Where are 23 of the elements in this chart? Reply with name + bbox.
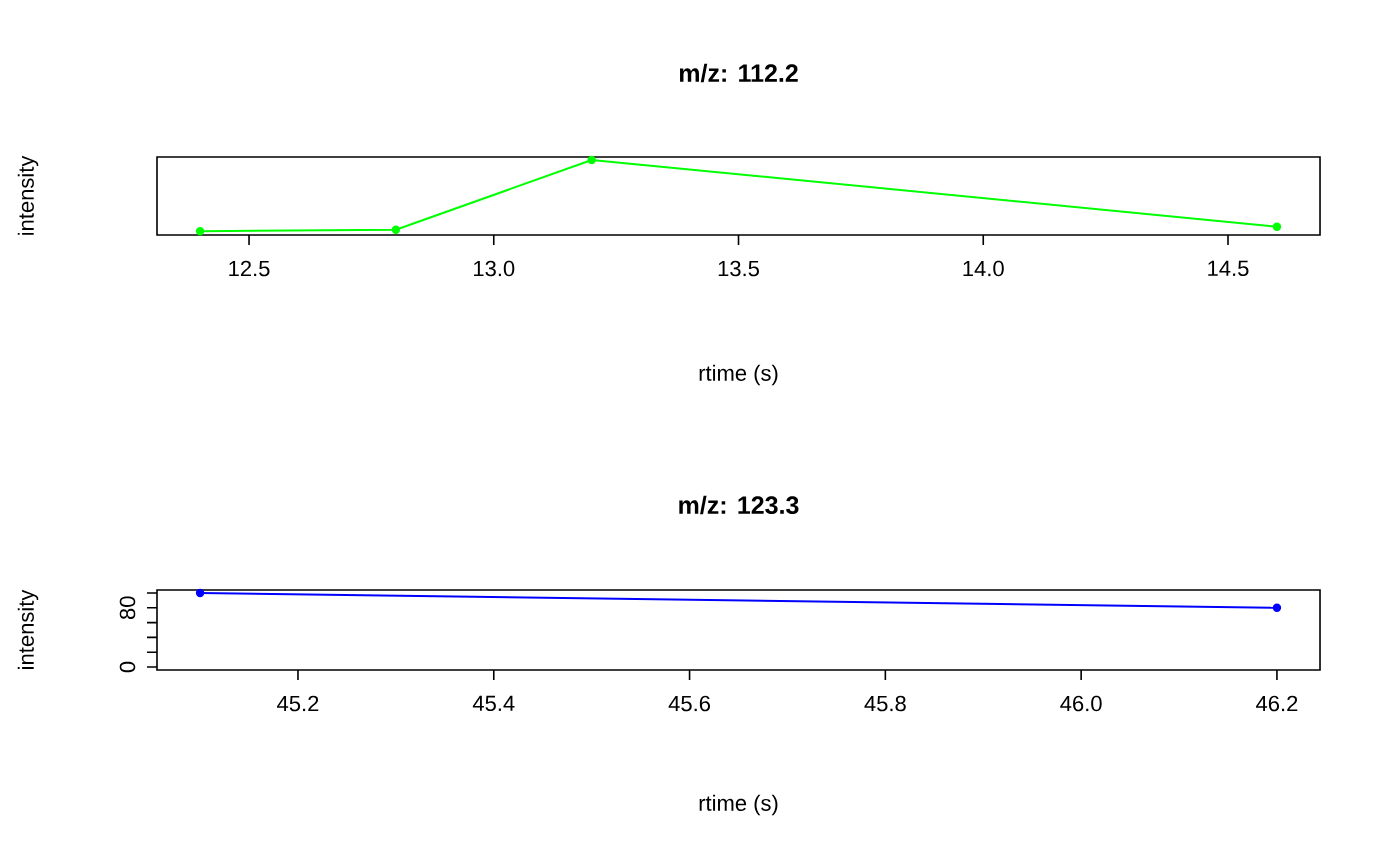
x-tick-label: 45.8	[864, 695, 906, 712]
x-tick-label: 45.2	[277, 695, 319, 712]
point	[391, 225, 401, 234]
x-tick-label: 46.2	[1256, 695, 1298, 712]
x-tick-label: 45.6	[668, 695, 710, 712]
x-axis-title: rtime (s)	[699, 794, 778, 816]
y-axis-title: intensity	[17, 155, 39, 235]
x-tick-label: 13.5	[718, 260, 759, 277]
x-axis-title: rtime (s)	[699, 364, 778, 386]
x-tick-label: 14.5	[1208, 260, 1249, 277]
y-tick-label: 80	[119, 596, 136, 620]
chart-title: m/z: 112.2	[679, 63, 798, 83]
point	[1272, 222, 1282, 231]
chart-title: m/z: 123.3	[679, 495, 799, 515]
y-tick-label: 0	[119, 661, 136, 673]
y-axis-title: intensity	[17, 589, 39, 669]
point	[587, 155, 596, 165]
x-tick-label: 14.0	[963, 260, 1004, 277]
x-tick-label: 45.4	[472, 695, 515, 712]
x-tick-label: 12.5	[229, 260, 270, 277]
point	[195, 227, 205, 236]
x-tick-label: 13.0	[474, 260, 515, 277]
x-tick-label: 46.0	[1060, 695, 1102, 712]
